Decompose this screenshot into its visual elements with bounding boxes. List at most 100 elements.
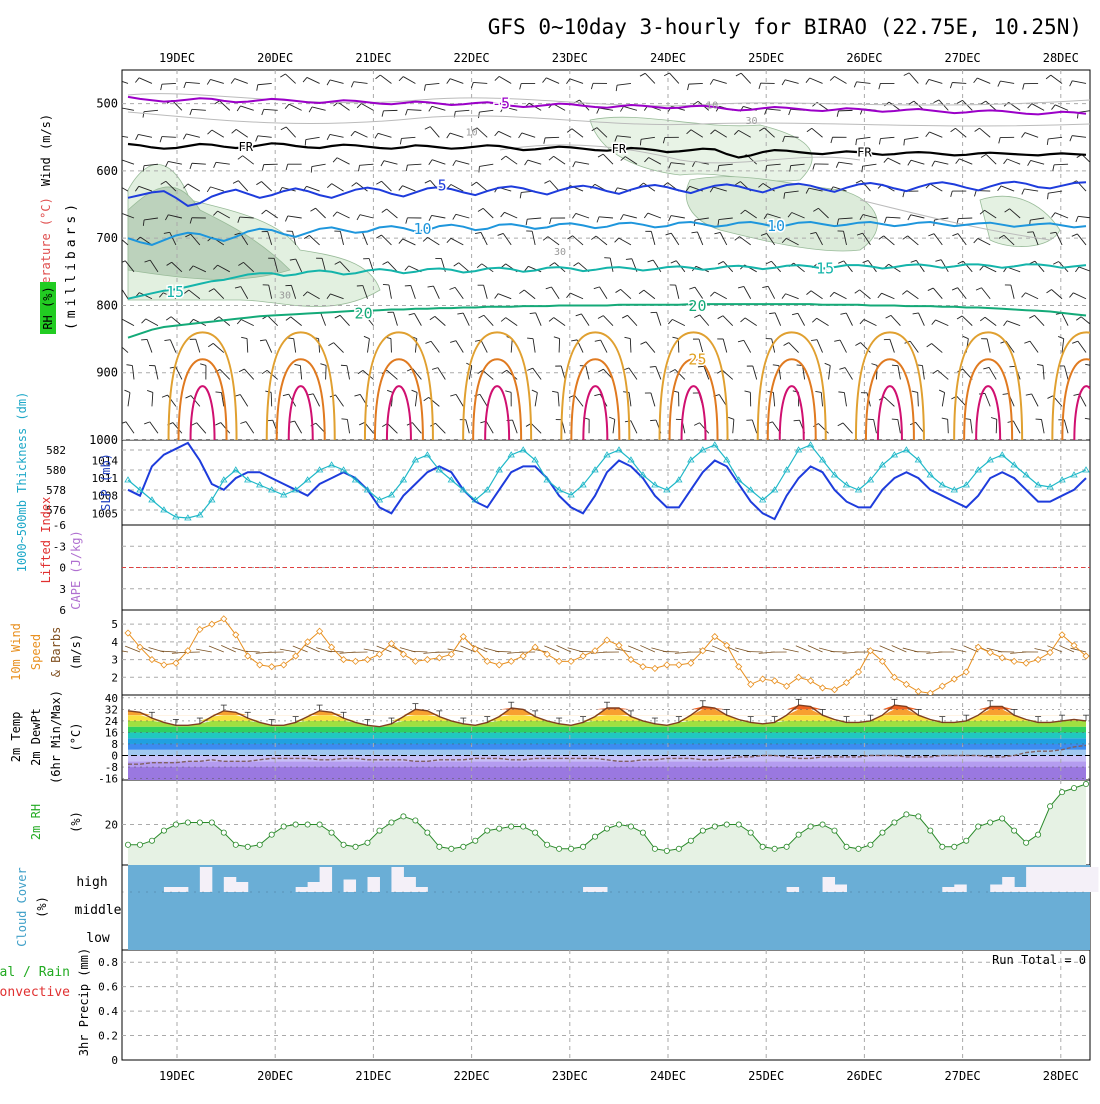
wind10m-barb: [280, 649, 296, 652]
ua-barb-staff: [1007, 321, 1020, 326]
ua-barb-staff: [846, 313, 852, 326]
isotherm-35-loop: [485, 386, 509, 440]
ua-barb-staff: [466, 420, 470, 434]
wind10m-barb: [783, 649, 799, 652]
rh2m-point: [592, 834, 597, 839]
ua-barb-flag: [913, 313, 919, 314]
ua-barb-staff: [651, 393, 655, 406]
ua-barb-staff: [956, 128, 967, 137]
ua-barb-staff: [880, 137, 894, 138]
ua-barb-flag: [237, 106, 240, 111]
ua-barb-staff: [811, 291, 823, 299]
ua-barb-staff: [929, 79, 942, 83]
ua-barb-flag: [956, 159, 960, 164]
ua-barb-staff: [1031, 160, 1045, 164]
rh2m-point: [964, 838, 969, 843]
ua-barb-flag: [501, 156, 506, 160]
ua-barb-flag: [117, 213, 121, 218]
temp-band-16: [128, 727, 1086, 733]
high-cloud-gap: [1074, 867, 1086, 892]
rh2m-point: [497, 826, 502, 831]
high-cloud-gap: [403, 877, 415, 892]
rh2m-point: [1071, 785, 1076, 790]
high-cloud-gap: [787, 887, 799, 892]
ua-barb-flag: [144, 422, 150, 424]
ua-barb-flag: [520, 192, 521, 198]
ua-barb-flag: [142, 319, 146, 323]
high-cloud-gap: [1002, 877, 1014, 892]
ua-barb-staff: [307, 77, 320, 83]
wind10m-point: [915, 688, 921, 694]
ua-barb-flag: [530, 313, 536, 314]
rh2m-point: [676, 846, 681, 851]
ua-barb-flag: [453, 214, 456, 219]
ua-barb-staff: [1054, 164, 1068, 165]
ua-barb-staff: [1055, 105, 1068, 111]
ua-barb-staff: [599, 217, 613, 218]
ua-barb-staff: [572, 129, 583, 138]
temp-label-1: 2m Temp: [9, 712, 23, 763]
ua-barb-staff: [575, 395, 584, 406]
wind10m-point: [664, 662, 670, 668]
ua-barb-staff: [403, 239, 416, 245]
rh2m-point: [712, 824, 717, 829]
ua-barb-staff: [628, 315, 637, 325]
ua-barb-staff: [909, 73, 918, 84]
ua-barb-staff: [570, 79, 583, 84]
ua-barb-staff: [387, 209, 398, 218]
ua-barb-staff: [536, 313, 541, 326]
rh2m-point: [473, 838, 478, 843]
rh2m-point: [796, 832, 801, 837]
ua-barb-flag: [479, 166, 480, 172]
ua-barb-flag: [208, 343, 213, 346]
high-cloud-gap: [308, 882, 320, 892]
wind10m-barb: [796, 646, 811, 652]
cape-label: CAPE (J/kg): [69, 530, 83, 609]
ua-barb-flag: [309, 107, 312, 112]
ua-barb-staff: [834, 76, 846, 83]
ua-barb-flag: [262, 109, 264, 115]
rh2m-point: [988, 820, 993, 825]
ua-barb-staff: [1055, 213, 1068, 218]
ua-barb-flag: [650, 366, 656, 367]
ua-barb-flag: [135, 78, 139, 83]
ua-barb-staff: [818, 424, 828, 434]
ua-barb-flag: [260, 340, 266, 341]
wind10m-barb: [628, 646, 643, 652]
ua-barb-staff: [857, 82, 871, 84]
temp-band--8: [128, 761, 1086, 767]
ua-barb-staff: [361, 104, 373, 111]
ua-barb-staff: [330, 80, 344, 84]
ua-barb-flag: [285, 216, 287, 222]
wind10m-point: [676, 662, 682, 668]
ua-barb-staff: [932, 344, 943, 353]
ua-barb-flag: [303, 77, 307, 82]
ua-barb-flag: [286, 164, 288, 170]
wind10m-point: [808, 678, 814, 684]
ua-barb-flag: [120, 422, 126, 424]
temp-band-12: [128, 732, 1086, 738]
ua-barb-flag: [430, 316, 435, 319]
ua-barb-staff: [122, 319, 134, 326]
ua-barb-staff: [839, 162, 853, 164]
ua-barb-staff: [936, 320, 949, 326]
ua-barb-flag: [598, 154, 603, 157]
ua-barb-flag: [860, 319, 864, 324]
ua-barb-staff: [258, 83, 272, 84]
ua-barb-flag: [745, 391, 751, 392]
ua-barb-flag: [1074, 394, 1080, 395]
wind10m-point: [544, 651, 550, 657]
isotherm--5: [128, 97, 1086, 115]
ua-barb-flag: [501, 318, 506, 322]
ua-barb-staff: [456, 394, 463, 406]
ua-barb-flag: [351, 82, 353, 88]
wind10m-barb: [640, 645, 655, 652]
rh2m-point: [377, 828, 382, 833]
ua-barb-staff: [528, 160, 541, 164]
high-cloud-gap: [236, 882, 248, 892]
ua-barb-flag: [1022, 293, 1026, 298]
ua-barb-staff: [817, 340, 823, 353]
ua-barb-flag: [447, 133, 450, 138]
rh2m-point: [724, 822, 729, 827]
